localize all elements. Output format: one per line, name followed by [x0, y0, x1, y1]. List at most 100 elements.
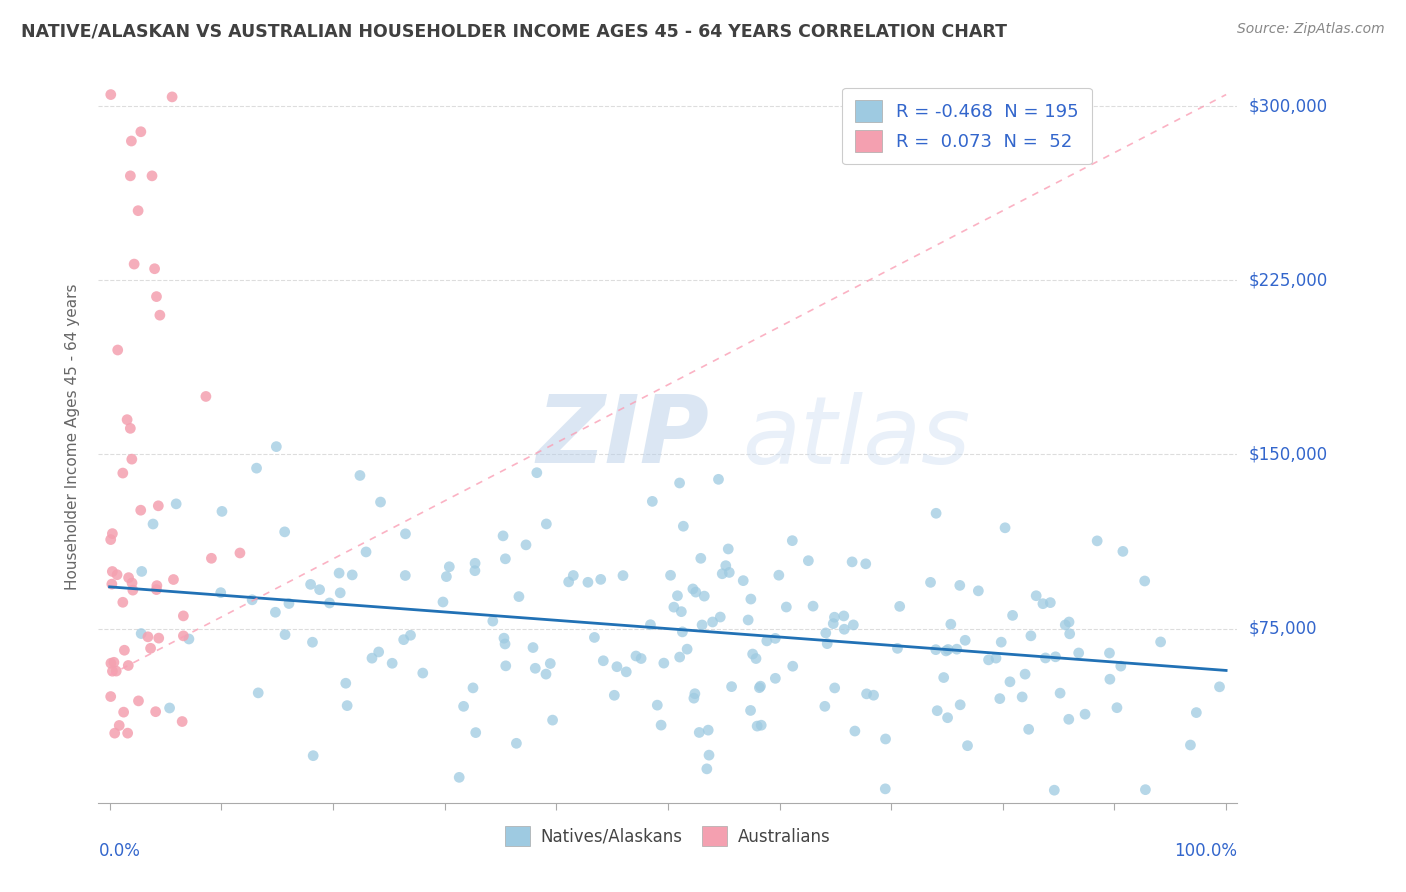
- Point: [683, 687, 706, 701]
- Point: [984, 651, 1007, 665]
- Point: [1059, 627, 1081, 641]
- Point: [111, 466, 134, 480]
- Point: [977, 653, 1000, 667]
- Point: [229, 546, 252, 560]
- Point: [100, 87, 122, 102]
- Point: [749, 718, 772, 732]
- Point: [121, 576, 143, 591]
- Point: [875, 731, 897, 746]
- Point: [524, 661, 547, 675]
- Point: [1057, 615, 1080, 629]
- Text: $150,000: $150,000: [1249, 445, 1327, 464]
- Point: [117, 571, 139, 585]
- Point: [875, 781, 897, 796]
- Point: [855, 557, 877, 571]
- Point: [120, 134, 142, 148]
- Y-axis label: Householder Income Ages 45 - 64 years: Householder Income Ages 45 - 64 years: [65, 284, 80, 591]
- Point: [1208, 680, 1230, 694]
- Point: [434, 569, 457, 583]
- Point: [624, 648, 647, 663]
- Point: [264, 605, 287, 619]
- Point: [666, 589, 689, 603]
- Point: [1098, 672, 1121, 686]
- Point: [1019, 629, 1042, 643]
- Point: [394, 526, 416, 541]
- Point: [717, 541, 740, 556]
- Point: [949, 578, 972, 592]
- Point: [747, 719, 769, 733]
- Point: [145, 705, 167, 719]
- Point: [464, 556, 486, 570]
- Point: [145, 582, 167, 597]
- Point: [998, 674, 1021, 689]
- Point: [127, 203, 149, 218]
- Point: [707, 472, 730, 486]
- Text: Source: ZipAtlas.com: Source: ZipAtlas.com: [1237, 22, 1385, 37]
- Point: [505, 736, 527, 750]
- Point: [1043, 783, 1066, 797]
- Point: [927, 704, 949, 718]
- Point: [925, 642, 948, 657]
- Text: 0.0%: 0.0%: [98, 842, 141, 860]
- Point: [107, 343, 129, 357]
- Point: [273, 524, 295, 539]
- Point: [165, 497, 187, 511]
- Point: [141, 169, 163, 183]
- Point: [117, 726, 139, 740]
- Point: [659, 568, 682, 582]
- Point: [534, 667, 557, 681]
- Point: [815, 637, 838, 651]
- Point: [112, 643, 135, 657]
- Text: $225,000: $225,000: [1249, 271, 1327, 289]
- Point: [172, 608, 194, 623]
- Point: [121, 452, 143, 467]
- Point: [172, 714, 194, 729]
- Point: [1074, 707, 1097, 722]
- Point: [1014, 667, 1036, 681]
- Point: [606, 659, 628, 673]
- Point: [453, 699, 475, 714]
- Point: [105, 664, 128, 678]
- Point: [1049, 686, 1071, 700]
- Point: [557, 574, 579, 589]
- Point: [832, 609, 855, 624]
- Point: [842, 618, 865, 632]
- Point: [748, 681, 770, 695]
- Point: [449, 770, 471, 784]
- Point: [129, 503, 152, 517]
- Point: [630, 651, 652, 665]
- Text: NATIVE/ALASKAN VS AUSTRALIAN HOUSEHOLDER INCOME AGES 45 - 64 YEARS CORRELATION C: NATIVE/ALASKAN VS AUSTRALIAN HOUSEHOLDER…: [21, 22, 1007, 40]
- Point: [101, 664, 124, 678]
- Point: [1112, 544, 1135, 558]
- Point: [671, 605, 693, 619]
- Point: [142, 516, 165, 531]
- Point: [494, 551, 516, 566]
- Point: [841, 555, 863, 569]
- Point: [671, 624, 693, 639]
- Point: [1135, 782, 1157, 797]
- Point: [1067, 646, 1090, 660]
- Point: [274, 627, 297, 641]
- Point: [745, 651, 768, 665]
- Text: $300,000: $300,000: [1249, 97, 1327, 115]
- Point: [131, 565, 153, 579]
- Point: [741, 647, 763, 661]
- Point: [1035, 651, 1057, 665]
- Point: [824, 681, 846, 695]
- Point: [672, 519, 695, 533]
- Point: [336, 698, 359, 713]
- Point: [1109, 659, 1132, 673]
- Legend: Natives/Alaskans, Australians: Natives/Alaskans, Australians: [499, 820, 837, 853]
- Point: [1025, 589, 1047, 603]
- Point: [129, 125, 152, 139]
- Point: [823, 610, 845, 624]
- Point: [733, 574, 755, 588]
- Point: [925, 506, 948, 520]
- Point: [953, 633, 976, 648]
- Point: [697, 748, 720, 763]
- Point: [936, 711, 959, 725]
- Point: [209, 585, 232, 599]
- Point: [211, 504, 233, 518]
- Point: [299, 577, 322, 591]
- Point: [159, 701, 181, 715]
